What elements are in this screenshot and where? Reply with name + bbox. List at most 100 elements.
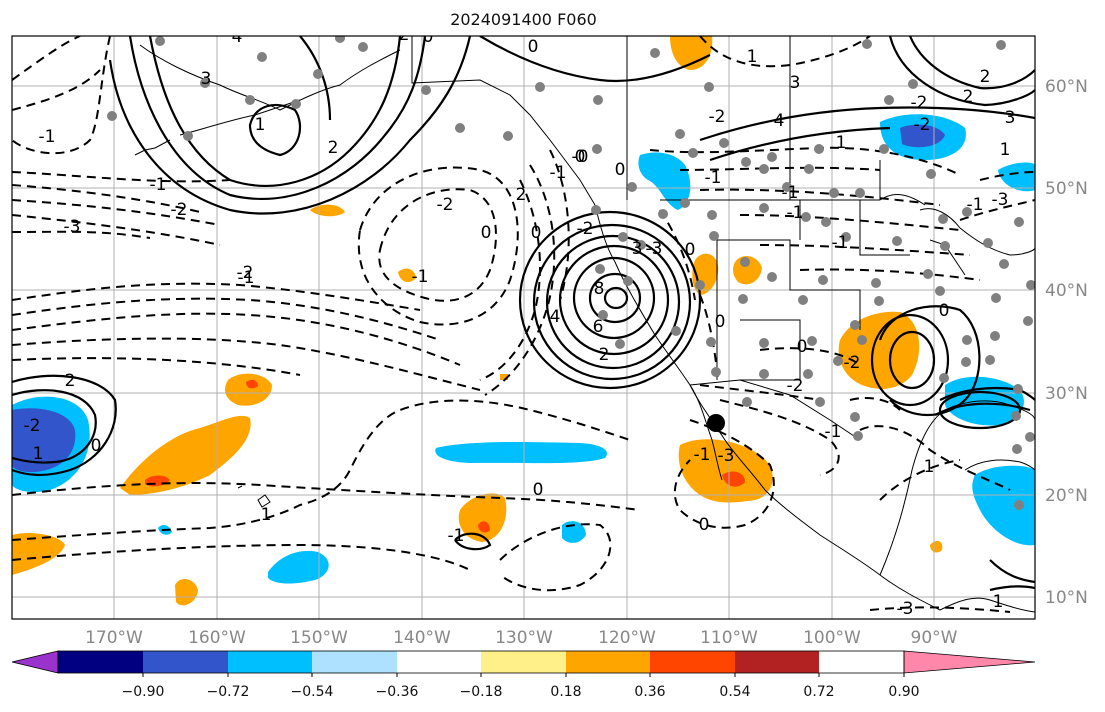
contour-label: -3	[718, 446, 735, 466]
station-dots	[107, 36, 1035, 510]
contour-label: 0	[481, 223, 492, 243]
colorbar-bin	[735, 651, 819, 673]
shade-orange-5	[678, 439, 773, 503]
contour-label: 0	[797, 337, 808, 357]
shade-darkblue-west	[12, 408, 76, 473]
contour-label: -2	[171, 200, 188, 220]
contour-label: 1	[33, 444, 44, 464]
lat-label: 20°N	[1045, 486, 1088, 506]
lon-label: 110°W	[700, 628, 758, 648]
colorbar-label: 0.18	[550, 684, 581, 700]
contour-label: 0	[423, 27, 434, 47]
colorbar-bin	[566, 651, 650, 673]
contour-label: 1	[747, 47, 758, 67]
contour-label: 3	[632, 239, 643, 259]
colorbar-bin	[143, 651, 228, 673]
contour-label: -1	[238, 268, 255, 288]
contour-label: -3	[646, 239, 663, 259]
contour-label: 6	[593, 317, 604, 337]
contour-label: -2	[577, 219, 594, 239]
shade-orange-2	[225, 373, 272, 406]
contour-label: 0	[528, 37, 539, 57]
contour-label: -2	[911, 93, 928, 113]
shade-blue-2	[268, 550, 329, 584]
contour-label: -1	[967, 195, 984, 215]
contour-label: 2	[980, 67, 991, 87]
contour-label: 0	[715, 312, 726, 332]
lon-label: 150°W	[290, 628, 348, 648]
shade-blue-edge	[998, 162, 1035, 192]
dashed-contours	[12, 36, 1035, 613]
contour-label: -2	[709, 107, 726, 127]
lon-label: 160°W	[188, 628, 246, 648]
colorbar-label: −0.54	[291, 684, 334, 700]
marker-dot	[707, 414, 725, 432]
colorbar-label: −0.90	[122, 684, 165, 700]
contour-label: 2	[963, 87, 974, 107]
colorbar-bin	[481, 651, 566, 673]
contour-label: 1	[993, 592, 1004, 612]
contour-label: -1	[787, 203, 804, 223]
lon-label: 130°W	[495, 628, 553, 648]
latitude-labels: 60°N 50°N 40°N 30°N 20°N 10°N	[1045, 77, 1088, 608]
anomaly-shading	[12, 36, 1035, 606]
contour-label: 8	[594, 279, 605, 299]
map-title: 2024091400 F060	[450, 10, 597, 29]
contour-label: -1	[782, 183, 799, 203]
colorbar-label: 0.54	[719, 684, 750, 700]
contour-label: -2	[24, 416, 41, 436]
shade-blue-se	[972, 465, 1035, 546]
contour-label: 0	[575, 147, 586, 167]
contour-label: 1	[836, 133, 847, 153]
lon-label: 140°W	[393, 628, 451, 648]
shade-orange-8	[838, 311, 920, 389]
contour-label: -3	[897, 599, 914, 619]
colorbar-arrow-right	[903, 650, 1036, 674]
colorbar-bin	[397, 651, 481, 673]
contour-label: 3	[201, 69, 212, 89]
lat-label: 40°N	[1045, 281, 1088, 301]
colorbar-label: −0.72	[207, 684, 250, 700]
contour-label: -1	[705, 168, 722, 188]
colorbar	[11, 650, 1036, 677]
shade-blue-nw	[638, 152, 691, 210]
contour-label: -0	[572, 147, 589, 167]
contour-label: 0	[699, 515, 710, 535]
contour-label: 0	[533, 480, 544, 500]
contour-label: -1	[825, 422, 842, 442]
contour-label: 1	[1000, 140, 1011, 160]
colorbar-label: −0.18	[460, 684, 503, 700]
contour-label: -1	[448, 526, 465, 546]
contour-label: 2	[599, 345, 610, 365]
contour-label: -3	[992, 190, 1009, 210]
lat-label: 30°N	[1045, 384, 1088, 404]
lat-label: 60°N	[1045, 77, 1088, 97]
contour-label: 3	[790, 73, 801, 93]
contour-label: 1	[261, 505, 272, 525]
contour-label: -1	[39, 127, 56, 147]
lon-label: 90°W	[911, 628, 958, 648]
shade-orange-sp2	[398, 268, 416, 283]
contour-label: 1	[924, 457, 935, 477]
colorbar-bin	[58, 651, 143, 673]
colorbar-bin	[312, 651, 397, 673]
contour-label: -2	[237, 263, 254, 283]
colorbar-label: −0.36	[376, 684, 419, 700]
shade-orange-top	[670, 36, 713, 70]
solid-contours	[12, 36, 1035, 592]
contour-label: -2	[914, 115, 931, 135]
colorbar-label: 0.36	[634, 684, 665, 700]
shade-red-2	[246, 379, 258, 389]
contour-label: 0	[615, 160, 626, 180]
contour-label: 0	[939, 301, 950, 321]
contour-label: 1	[255, 115, 266, 135]
contour-label: 2	[399, 25, 410, 45]
contour-label: 0	[685, 240, 696, 260]
colorbar-bin	[650, 651, 735, 673]
contour-label: -1	[150, 175, 167, 195]
contour-label: -2	[844, 353, 861, 373]
contour-label: -2	[787, 376, 804, 396]
shade-blue-4	[435, 442, 608, 464]
contour-label: -1	[412, 267, 429, 287]
